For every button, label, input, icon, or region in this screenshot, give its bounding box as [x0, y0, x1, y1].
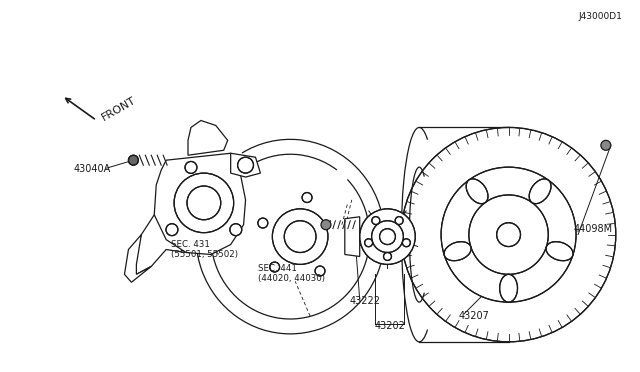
Ellipse shape [500, 274, 518, 302]
Ellipse shape [365, 239, 372, 247]
Text: FRONT: FRONT [100, 95, 138, 122]
Ellipse shape [360, 209, 415, 264]
Polygon shape [131, 215, 186, 274]
Ellipse shape [166, 224, 178, 235]
Ellipse shape [546, 242, 573, 261]
Ellipse shape [187, 186, 221, 220]
Ellipse shape [237, 157, 253, 173]
Ellipse shape [401, 128, 616, 342]
Ellipse shape [395, 217, 403, 225]
Ellipse shape [230, 224, 242, 235]
Ellipse shape [315, 266, 325, 276]
Text: J43000D1: J43000D1 [579, 12, 623, 21]
Ellipse shape [383, 253, 392, 260]
Ellipse shape [269, 262, 280, 272]
Text: SEC. 431
(55501, 55502): SEC. 431 (55501, 55502) [171, 240, 238, 259]
Text: 43040A: 43040A [74, 164, 111, 174]
Ellipse shape [302, 193, 312, 202]
Text: 43202: 43202 [374, 321, 406, 331]
Ellipse shape [273, 209, 328, 264]
Ellipse shape [174, 173, 234, 232]
Ellipse shape [529, 179, 551, 204]
Ellipse shape [444, 242, 471, 261]
Ellipse shape [380, 229, 396, 244]
Polygon shape [154, 153, 246, 254]
Ellipse shape [284, 221, 316, 253]
Text: 43207: 43207 [459, 311, 490, 321]
Polygon shape [188, 121, 228, 155]
Polygon shape [345, 217, 360, 256]
Text: 44098M: 44098M [573, 224, 612, 234]
Ellipse shape [469, 195, 548, 274]
Polygon shape [230, 153, 260, 177]
Ellipse shape [372, 217, 380, 225]
Ellipse shape [321, 220, 331, 230]
Polygon shape [124, 235, 151, 282]
Ellipse shape [372, 221, 403, 253]
Ellipse shape [258, 218, 268, 228]
Ellipse shape [441, 167, 576, 302]
Ellipse shape [497, 223, 520, 247]
Text: 43222: 43222 [350, 296, 381, 306]
Ellipse shape [403, 239, 410, 247]
Ellipse shape [601, 140, 611, 150]
Ellipse shape [466, 179, 488, 204]
Ellipse shape [185, 161, 197, 173]
Ellipse shape [129, 155, 138, 165]
Text: SEC. 441
(44020, 44030): SEC. 441 (44020, 44030) [259, 264, 326, 283]
